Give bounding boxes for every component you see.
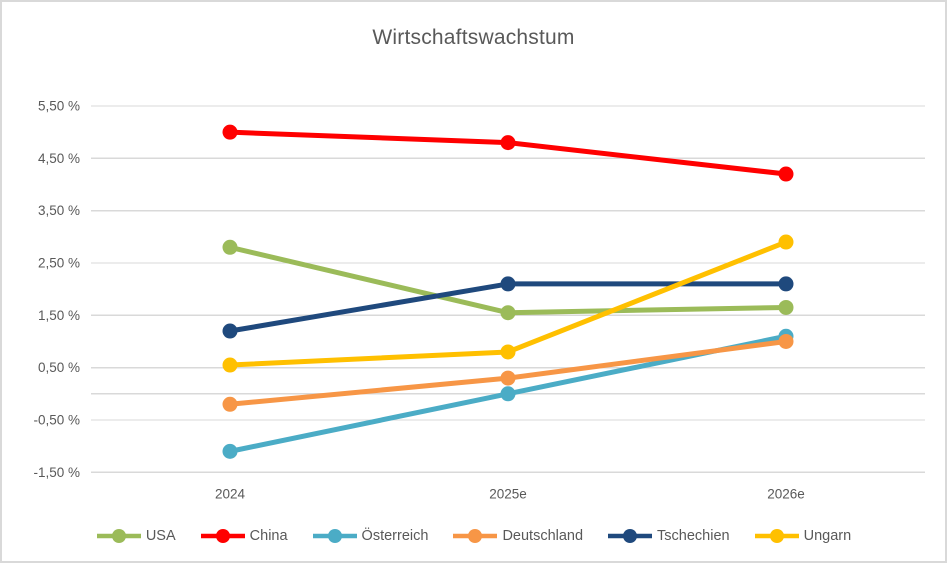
- x-axis-tick-label: 2025e: [489, 486, 527, 501]
- legend-label: USA: [145, 528, 176, 544]
- legend-marker-icon: [312, 529, 357, 543]
- data-point-österreich-2025e: [500, 386, 516, 402]
- legend-item-china: China: [200, 528, 288, 544]
- chart-legend: USA China Österreich Deutschland Tschechien U…: [2, 521, 945, 551]
- y-axis-tick-label: -1,50 %: [33, 465, 80, 480]
- legend-marker-icon: [608, 529, 653, 543]
- legend-marker-icon: [754, 529, 799, 543]
- y-axis-tick-label: 3,50 %: [38, 203, 80, 218]
- data-point-deutschland-2025e: [500, 370, 516, 386]
- data-point-deutschland-2024: [222, 396, 238, 412]
- x-axis-tick-label: 2026e: [767, 486, 805, 501]
- data-point-ungarn-2026e: [778, 234, 794, 250]
- data-point-usa-2025e: [500, 305, 516, 321]
- y-axis-tick-label: -0,50 %: [33, 412, 80, 427]
- data-point-china-2026e: [778, 166, 794, 182]
- legend-marker-icon: [200, 529, 245, 543]
- legend-label: Ungarn: [803, 528, 852, 544]
- data-point-deutschland-2026e: [778, 333, 794, 349]
- data-point-tschechien-2024: [222, 323, 238, 339]
- legend-marker-icon: [96, 529, 141, 543]
- y-axis-tick-label: 0,50 %: [38, 360, 80, 375]
- legend-label: Österreich: [361, 528, 429, 544]
- data-point-tschechien-2025e: [500, 276, 516, 292]
- data-point-ungarn-2025e: [500, 344, 516, 360]
- y-axis-tick-label: 5,50 %: [38, 99, 80, 114]
- data-point-china-2024: [222, 124, 238, 140]
- data-point-usa-2024: [222, 239, 238, 255]
- data-point-china-2025e: [500, 135, 516, 151]
- x-axis-tick-label: 2024: [215, 486, 246, 501]
- y-axis-tick-label: 2,50 %: [38, 255, 80, 270]
- legend-label: Tschechien: [657, 528, 730, 544]
- legend-label: Deutschland: [502, 528, 584, 544]
- data-point-ungarn-2024: [222, 357, 238, 373]
- data-point-usa-2026e: [778, 299, 794, 315]
- legend-item-usa: USA: [96, 528, 176, 544]
- legend-item-tschechien: Tschechien: [607, 528, 730, 544]
- chart-title: Wirtschaftswachstum: [372, 26, 575, 49]
- data-point-österreich-2024: [222, 443, 238, 459]
- legend-item-deutschland: Deutschland: [452, 528, 583, 544]
- legend-item-ungarn: Ungarn: [754, 528, 852, 544]
- data-point-tschechien-2026e: [778, 276, 794, 292]
- legend-marker-icon: [453, 529, 498, 543]
- y-axis-tick-label: 4,50 %: [38, 151, 80, 166]
- legend-label: China: [249, 528, 288, 544]
- y-axis-tick-label: 1,50 %: [38, 308, 80, 323]
- legend-item-österreich: Österreich: [312, 528, 429, 544]
